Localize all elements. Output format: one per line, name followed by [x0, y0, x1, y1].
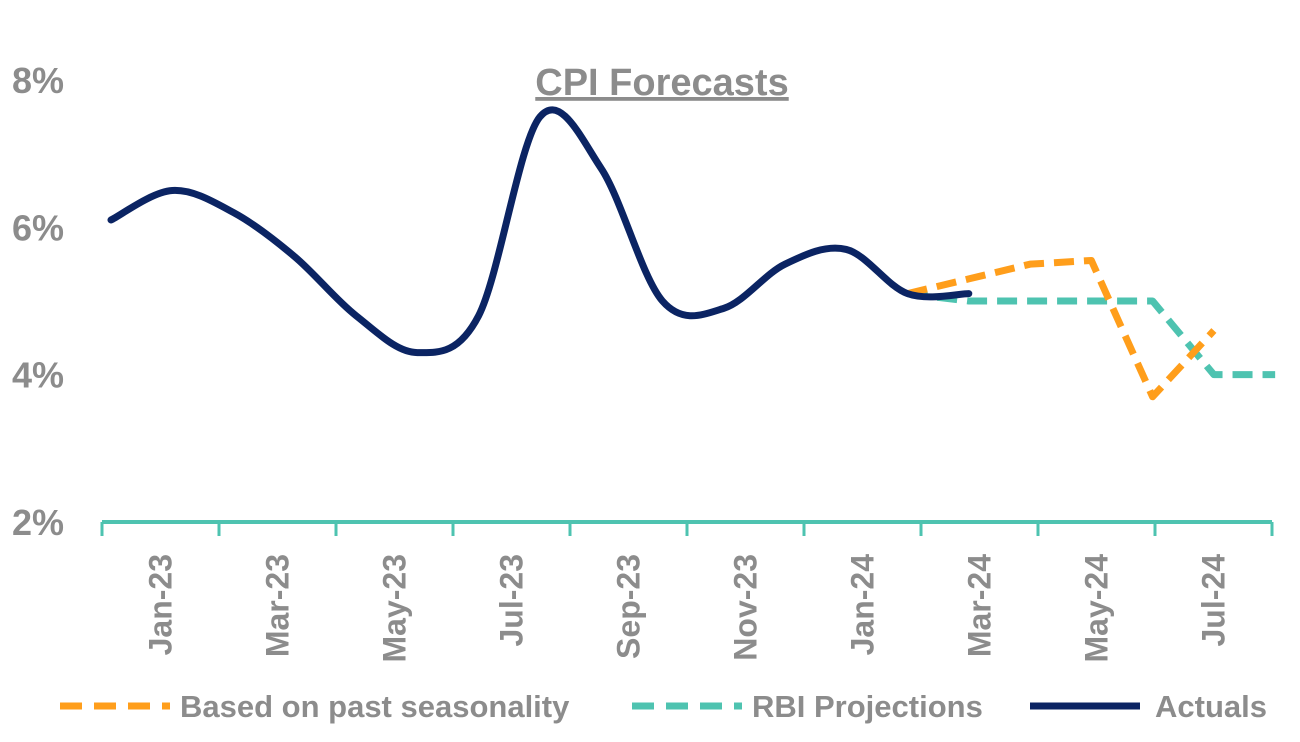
x-tick-label: Mar-23	[260, 554, 296, 657]
y-tick-label: 6%	[12, 207, 64, 248]
x-tick-label: Jul-23	[494, 554, 530, 646]
series-line-rbi-projections	[907, 290, 1276, 379]
x-tick-label: Sep-23	[611, 554, 647, 659]
x-tick-label: Jul-24	[1196, 554, 1232, 647]
legend: Based on past seasonality RBI Projections…	[60, 689, 1267, 724]
y-tick-label: 8%	[12, 60, 64, 101]
y-tick-label: 4%	[12, 355, 64, 396]
x-tick-label: Jan-24	[845, 554, 881, 656]
plot-area	[107, 106, 1276, 401]
y-tick-label: 2%	[12, 502, 64, 543]
series-line-actuals	[107, 106, 973, 357]
legend-label: Actuals	[1155, 689, 1267, 724]
x-tick-label: Mar-24	[962, 554, 998, 657]
x-tick-label: May-23	[377, 554, 413, 663]
y-axis-ticks: 2% 4% 6% 8%	[12, 60, 64, 543]
series-line-seasonality	[906, 256, 1217, 401]
x-axis: Jan-23 Mar-23 May-23 Jul-23 Sep-23 Nov-23 Jan-…	[100, 520, 1274, 663]
legend-label: RBI Projections	[752, 689, 983, 724]
x-tick-label: Nov-23	[728, 554, 764, 661]
x-tick-label: Jan-23	[143, 554, 179, 655]
chart-title: CPI Forecasts	[535, 62, 788, 104]
x-tick-label: May-24	[1079, 554, 1115, 663]
legend-label: Based on past seasonality	[180, 689, 570, 724]
